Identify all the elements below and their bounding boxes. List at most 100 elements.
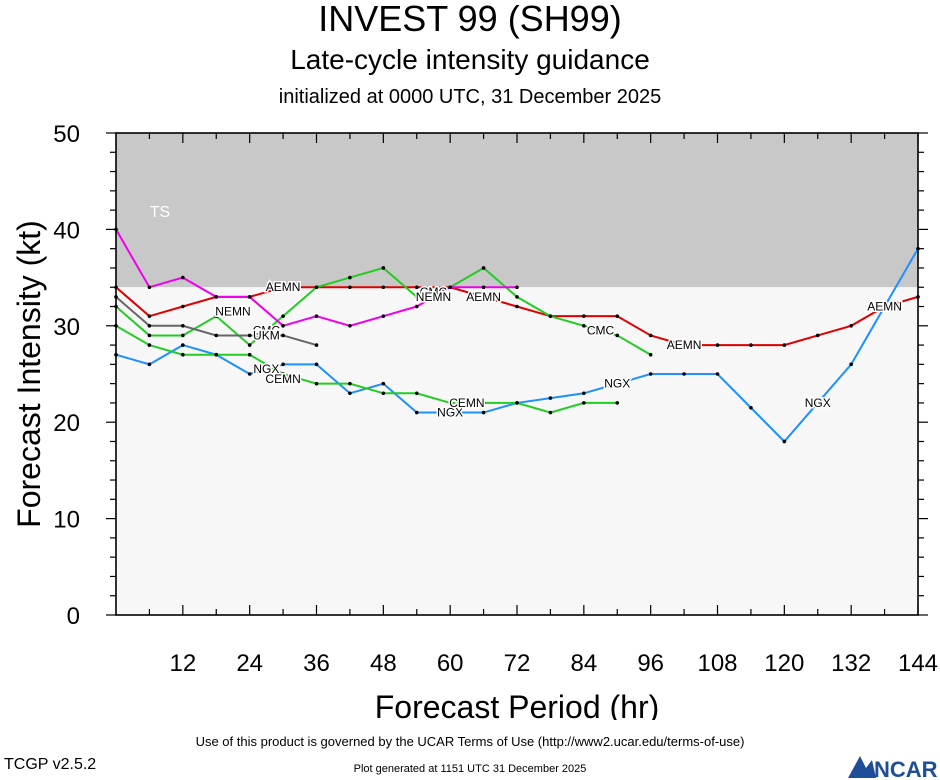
data-point-ngx — [615, 381, 620, 386]
data-point-aemn — [414, 285, 419, 290]
data-point-nemn — [414, 304, 419, 309]
generated-time: Plot generated at 1151 UTC 31 December 2… — [353, 763, 587, 775]
data-point-cemn — [348, 381, 352, 386]
data-point-cemn — [615, 401, 620, 405]
init-time: initialized at 0000 UTC, 31 December 202… — [278, 86, 662, 108]
data-point-nemn — [247, 295, 252, 299]
data-point-cemn — [548, 410, 553, 415]
series-label-aemn: AEMN — [867, 300, 902, 314]
y-axis-label: Forecast Intensity (kt) — [11, 220, 47, 528]
data-point-ngx — [247, 372, 252, 376]
data-point-cmc — [247, 343, 252, 347]
data-point-ngx — [782, 439, 787, 444]
data-point-aemn — [147, 314, 152, 318]
data-point-aemn — [582, 314, 586, 318]
data-point-cemn — [381, 391, 386, 396]
x-tick-label: 120 — [764, 650, 804, 677]
data-point-cemn — [448, 401, 452, 405]
data-point-nemn — [214, 295, 219, 299]
data-point-nemn — [448, 285, 452, 290]
data-point-nemn — [348, 324, 352, 328]
x-tick-label: 84 — [570, 650, 597, 677]
data-point-aemn — [181, 304, 185, 309]
data-point-ngx — [548, 396, 553, 400]
data-point-aemn — [715, 343, 720, 347]
x-tick-label: 72 — [504, 650, 531, 677]
data-point-ukm — [147, 324, 152, 328]
series-label-cemn: CEMN — [265, 372, 300, 386]
data-point-cmc — [481, 266, 486, 270]
data-point-cmc — [281, 314, 285, 318]
data-point-aemn — [815, 333, 820, 338]
series-label-aemn: AEMN — [266, 280, 301, 294]
ncar-logo-icon — [848, 756, 876, 778]
data-point-ukm — [181, 324, 185, 328]
series-label-ukm: UKM — [253, 328, 280, 342]
series-label-cmc: CMC — [420, 285, 448, 299]
series-label-cemn: CEMN — [449, 396, 484, 410]
data-point-cmc — [314, 285, 319, 290]
data-point-nemn — [481, 285, 486, 290]
x-tick-label: 132 — [831, 650, 871, 677]
y-tick-label: 40 — [53, 217, 80, 244]
data-point-ngx — [682, 372, 686, 376]
data-point-ngx — [481, 410, 486, 415]
data-point-ngx — [749, 405, 753, 410]
data-point-cmc — [214, 314, 219, 318]
data-point-cemn — [314, 381, 319, 386]
data-point-cmc — [515, 295, 519, 299]
series-label-nemn: NEMN — [416, 290, 451, 304]
x-tick-label: 12 — [169, 650, 196, 677]
data-point-cmc — [648, 352, 653, 357]
data-point-ngx — [348, 391, 352, 396]
series-label-ngx: NGX — [805, 396, 831, 410]
data-point-aemn — [348, 285, 352, 290]
data-point-ngx — [648, 372, 653, 376]
y-tick-label: 50 — [53, 121, 80, 148]
ncar-logo: NCAR — [848, 756, 938, 780]
series-label-aemn: AEMN — [667, 338, 702, 352]
data-point-ngx — [815, 401, 820, 405]
series-label-ngx: NGX — [604, 377, 630, 391]
data-point-cmc — [147, 333, 152, 338]
data-point-aemn — [281, 285, 285, 290]
series-label-ngx: NGX — [253, 362, 279, 376]
y-tick-label: 0 — [67, 603, 80, 630]
terms-of-use: Use of this product is governed by the U… — [195, 734, 745, 749]
page-subtitle: Late-cycle intensity guidance — [290, 44, 650, 75]
data-point-nemn — [147, 285, 152, 290]
x-tick-label: 36 — [303, 650, 330, 677]
series-label-aemn: AEMN — [466, 290, 501, 304]
ncar-logo-text: NCAR — [874, 757, 938, 780]
data-point-aemn — [648, 333, 653, 338]
series-label-cmc: CMC — [587, 324, 615, 338]
data-point-cmc — [414, 295, 419, 299]
x-tick-label: 24 — [236, 650, 263, 677]
series-label-cmc: CMC — [253, 324, 281, 338]
data-point-ukm — [214, 333, 219, 338]
x-tick-label: 144 — [898, 650, 938, 677]
data-point-ukm — [314, 343, 319, 347]
version-label: TCGP v2.5.2 — [4, 756, 97, 773]
x-tick-label: 96 — [637, 650, 664, 677]
data-point-cemn — [481, 401, 486, 405]
data-point-cemn — [247, 352, 252, 357]
data-point-ngx — [181, 343, 185, 347]
intensity-band-0 — [116, 133, 918, 288]
data-point-cemn — [281, 372, 285, 376]
data-point-aemn — [782, 343, 787, 347]
series-label-ngx: NGX — [437, 406, 463, 420]
page-title: INVEST 99 (SH99) — [318, 0, 622, 39]
data-point-nemn — [281, 324, 285, 328]
y-tick-label: 20 — [53, 410, 80, 437]
data-point-ukm — [281, 333, 285, 338]
data-point-ngx — [715, 372, 720, 376]
x-axis-label: Forecast Period (hr) — [375, 689, 660, 720]
data-point-aemn — [381, 285, 386, 290]
data-point-nemn — [381, 314, 386, 318]
intensity-band-1 — [116, 287, 918, 615]
data-point-cemn — [582, 401, 586, 405]
data-point-ngx — [281, 362, 285, 367]
data-point-nemn — [314, 314, 319, 318]
data-point-cmc — [181, 333, 185, 338]
